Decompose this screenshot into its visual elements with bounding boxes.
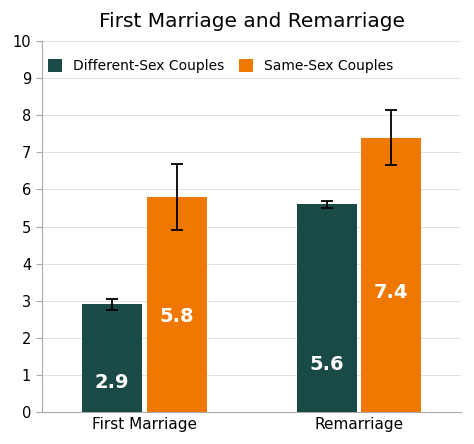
Title: First Marriage and Remarriage: First Marriage and Remarriage (99, 12, 404, 32)
Text: 7.4: 7.4 (374, 283, 408, 302)
Bar (82, 304, 142, 412)
Bar (146, 197, 207, 412)
Text: 5.8: 5.8 (159, 307, 194, 326)
Text: 2.9: 2.9 (95, 373, 129, 392)
Legend: Different-Sex Couples, Same-Sex Couples: Different-Sex Couples, Same-Sex Couples (48, 59, 393, 73)
Bar (297, 204, 356, 412)
Bar (361, 138, 421, 412)
Text: 5.6: 5.6 (309, 355, 344, 374)
